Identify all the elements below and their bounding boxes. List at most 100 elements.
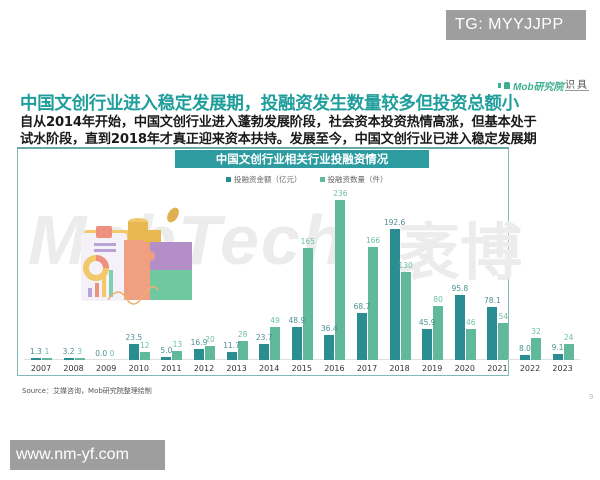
x-tick-label: 2013 [226,364,247,373]
bar-amount [63,357,74,360]
bar-amount [520,354,530,360]
value-label-count: 0 [109,349,115,358]
value-label-count: 49 [270,315,280,325]
x-tick-label: 2021 [487,364,508,373]
bar-amount [454,294,465,360]
x-tick-label: 2016 [324,364,345,373]
x-tick-label: 2007 [30,364,52,373]
bar-amount [161,356,172,360]
value-label-count: 236 [333,188,348,198]
value-label-amount: 5.0 [160,345,173,355]
subtitle-line-1: 自从2014年开始，中国文创行业进入蓬勃发展阶段，社会资本投资热情高涨，但基本处… [20,115,537,130]
bar-group: 11.7 28 [220,190,254,360]
value-label-amount: 23.7 [255,332,273,342]
bar-group: 68.7 166 [350,190,384,360]
x-tick-label: 2018 [389,364,410,373]
bar-amount [324,335,335,360]
value-label-count: 12 [140,340,150,350]
bar-group: 192.6 130 [383,190,417,360]
bar-count [270,326,281,360]
page-title: 中国文创行业进入稳定发展期，投融资发生数量较多但投资总额小 [20,94,519,114]
bar-amount [487,306,498,360]
legend-item-count: 投融资数量（件） [319,174,388,185]
bar-group: 23.5 12 [122,190,156,360]
divider [17,147,509,149]
bar-group: 48.9 165 [285,190,319,360]
trend-line-icon [107,285,159,305]
bar-group: 78.1 54 [480,190,514,360]
puzzle-block-orange-icon [124,240,154,300]
value-label-amount: 68.7 [353,302,371,312]
bar-count [400,271,411,360]
value-label-amount: 23.5 [125,333,143,343]
bar-group: 45.9 80 [415,190,449,360]
value-label-amount: 45.9 [418,317,436,327]
chart-legend: 投融资金额（亿元） 投融资数量（件） [226,174,388,185]
bar-count [205,346,215,360]
logo-hand-icon [504,81,510,89]
value-label-amount: 78.1 [484,295,501,305]
page-number: 9 [589,393,594,401]
legend-swatch-amount [226,177,231,182]
value-label-amount: 36.4 [321,324,338,334]
bar-count [498,323,509,360]
bar-group: 1.3 1 [24,190,58,360]
bar-amount [357,313,367,360]
value-label-amount: 192.6 [383,218,406,228]
bar-amount [31,358,41,360]
bar-count [42,358,52,360]
page-subtitle: 自从2014年开始，中国文创行业进入蓬勃发展阶段，社会资本投资热情高涨，但基本处… [20,114,580,148]
chart-title: 中国文创行业相关行业投融资情况 [175,150,429,168]
background-watermark-cn: 袤博 [398,216,523,289]
value-label-amount: 95.8 [451,283,469,293]
value-label-count: 32 [531,327,541,337]
value-label-amount: 0.0 [95,349,108,358]
value-label-count: 24 [563,332,574,342]
value-label-amount: 48.9 [288,315,306,325]
x-tick-label: 2014 [259,364,280,373]
value-label-count: 3 [77,346,82,356]
bar-group: 3.2 3 [57,190,91,360]
x-tick-label: 2017 [356,364,378,373]
logo-text: Mob研究院 [513,81,564,93]
value-label-amount: 1.3 [30,347,42,356]
value-label-count: 54 [498,312,509,322]
bar-amount [128,344,139,360]
finance-puzzle-illustration [81,207,192,305]
logo-mark-icon [498,82,501,88]
x-tick-label: 2019 [422,364,443,373]
subtitle-line-2: 试水阶段，直到2018年才真正迎来资本扶持。发展至今，中国文创行业已进入稳定发展… [20,132,537,147]
value-label-count: 165 [300,236,315,246]
bar-chart-plot: 1.3 1 3.2 3 0.0 0 23.5 12 5.0 13 16.9 20 11.7 28 23.7 4… [22,189,582,360]
bar-group: 36.4 236 [317,189,351,360]
bar-group: 16.9 20 [187,190,221,360]
bar-group: 8.0 32 [513,190,547,360]
partner-logo-underline [565,90,589,91]
bar-count [531,338,541,360]
value-label-amount: 11.7 [223,341,240,351]
value-label-count: 20 [205,335,215,345]
bar-count [139,351,150,360]
bar-amount [389,229,400,360]
value-label-amount: 8.0 [519,343,531,353]
x-tick-label: 2009 [96,364,117,373]
value-label-count: 166 [365,236,381,246]
value-label-amount: 3.2 [62,346,75,356]
bar-amount [291,326,302,360]
value-label-amount: 16.9 [190,337,208,347]
x-axis-line [24,359,580,360]
value-label-count: 46 [466,317,476,327]
bar-count [172,351,183,360]
value-label-amount: 9.1 [551,342,564,352]
x-tick-label: 2020 [454,364,475,373]
bar-group: 9.1 24 [546,190,580,360]
legend-swatch-count [319,177,325,182]
value-label-count: 130 [398,260,413,270]
bar-amount [422,328,433,360]
bar-count [433,305,444,360]
bar-count [335,199,346,360]
source-note: Source：艾媒咨询，Mob研究院整理绘制 [22,387,152,395]
puzzle-block-green-icon [150,270,192,300]
value-label-count: 13 [172,340,183,350]
value-label-count: 80 [433,294,443,304]
